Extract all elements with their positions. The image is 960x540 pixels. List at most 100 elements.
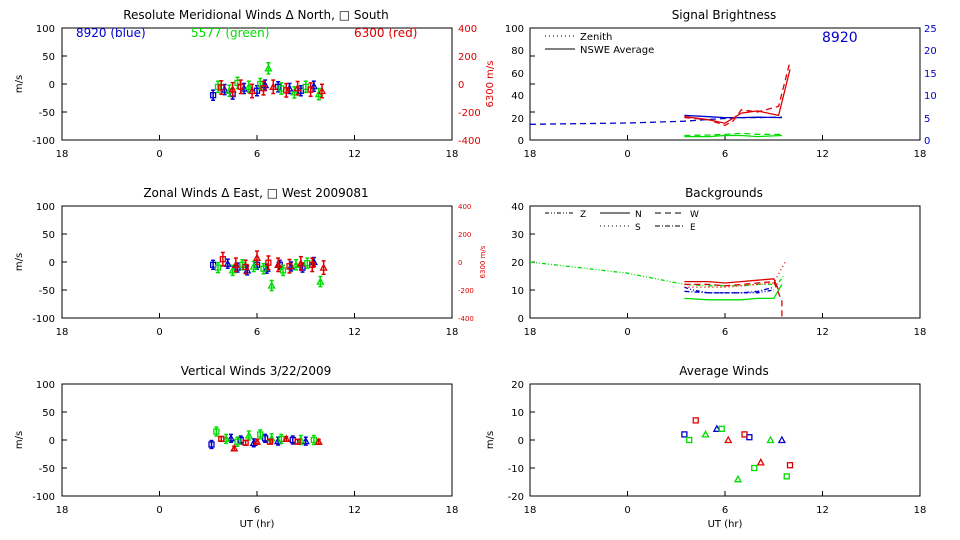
legend-w: W: [690, 210, 699, 220]
x-tick-label: 18: [524, 149, 537, 160]
series-line: [684, 69, 791, 124]
x-tick-label: 12: [816, 327, 829, 338]
right-y-tick-label: 5: [924, 114, 930, 125]
data-point-square: [213, 428, 220, 435]
right-y-tick-label: 0: [458, 259, 462, 267]
data-point-square: [209, 92, 217, 99]
data-point-square: [219, 256, 227, 263]
data-point-triangle: [269, 82, 278, 90]
data-point-triangle: [282, 434, 291, 443]
series-line: [529, 261, 785, 287]
data-point-triangle: [733, 474, 743, 483]
data-marks: [61, 27, 453, 141]
data-point-triangle: [252, 437, 262, 445]
y-tick-label: 20: [511, 258, 524, 269]
y-tick-label: 100: [36, 202, 55, 213]
data-point-triangle: [290, 88, 299, 96]
x-tick-label: 0: [624, 505, 630, 516]
x-tick-label: 0: [624, 327, 630, 338]
data-point-square: [265, 259, 272, 266]
data-point-square: [751, 464, 758, 472]
series-line: [684, 284, 783, 301]
y-tick-label: -50: [39, 108, 55, 119]
x-tick-label: 6: [722, 505, 728, 516]
y-tick-label: 0: [518, 136, 524, 147]
y-axis-label: m/s: [14, 75, 25, 93]
panel-title: Signal Brightness: [672, 8, 777, 22]
data-point-triangle: [274, 260, 283, 268]
data-point-square: [309, 261, 316, 268]
data-point-square: [681, 431, 688, 438]
y-tick-label: 40: [511, 202, 524, 213]
data-point-square: [214, 264, 222, 271]
x-tick-label: 18: [56, 327, 69, 338]
legend-average: NSWE Average: [580, 45, 654, 56]
y-tick-label: 10: [511, 286, 524, 297]
data-point-square: [237, 83, 244, 90]
right-y-tick-label: 10: [924, 91, 937, 102]
y-tick-label: -100: [32, 492, 55, 503]
x-tick-label: 6: [254, 149, 260, 160]
x-tick-label: 18: [914, 327, 927, 338]
y-tick-label: 10: [511, 408, 524, 419]
series-line: [529, 116, 782, 125]
y-tick-label: 30: [511, 230, 524, 241]
y-tick-label: -20: [508, 492, 524, 503]
y-tick-label: 20: [511, 380, 524, 391]
data-point-triangle: [222, 434, 231, 443]
y-tick-label: 0: [49, 436, 55, 447]
x-tick-label: 6: [722, 149, 728, 160]
average-winds-panel: Average Winds 20 10 0 -10 -20 m/s 18 0 6…: [485, 364, 926, 530]
panel-title: Zonal Winds Δ East, □ West 2009081: [143, 186, 368, 200]
data-point-square: [686, 436, 693, 444]
x-tick-label: 18: [446, 149, 459, 160]
plot-frame: [529, 205, 921, 319]
y-tick-label: 40: [511, 91, 524, 102]
x-tick-label: 18: [56, 505, 69, 516]
data-point-triangle: [309, 81, 318, 90]
y-tick-label: 50: [42, 52, 55, 63]
data-point-triangle: [267, 281, 276, 289]
label-8920: 8920: [822, 30, 858, 46]
legend-blue: 8920 (blue): [76, 26, 146, 40]
data-point-triangle: [252, 253, 262, 261]
data-point-triangle: [231, 260, 240, 268]
data-point-triangle: [223, 259, 232, 267]
y-tick-label: 20: [511, 114, 524, 125]
y-tick-label: 100: [36, 24, 55, 35]
data-point-triangle: [756, 458, 765, 466]
series-line: [684, 134, 782, 138]
data-marks: [529, 383, 921, 497]
data-point-square: [279, 267, 287, 274]
series-line: [684, 132, 782, 137]
x-tick-label: 0: [156, 505, 162, 516]
right-y-axis-label: 6300 m/s: [479, 245, 487, 278]
plot-frame: [61, 27, 453, 141]
series-line: [684, 280, 783, 318]
backgrounds-panel: Backgrounds 40 30 20 10 0 18 0 6 12 18 Z…: [511, 186, 926, 338]
data-point-square: [234, 438, 241, 445]
data-point-triangle: [228, 84, 237, 93]
legend-e: E: [690, 223, 696, 233]
data-point-triangle: [239, 84, 249, 92]
series-line: [684, 278, 780, 291]
right-y-axis-label: 6300 m/s: [485, 61, 496, 108]
panel-title: Vertical Winds 3/22/2009: [181, 364, 332, 378]
x-tick-label: 12: [348, 505, 361, 516]
data-point-square: [208, 441, 215, 448]
data-point-square: [286, 263, 293, 270]
data-point-triangle: [226, 433, 236, 442]
data-point-square: [294, 438, 301, 445]
x-tick-label: 18: [446, 505, 459, 516]
panel-title: Resolute Meridional Winds Δ North, □ Sou…: [123, 8, 389, 22]
x-tick-label: 18: [914, 149, 927, 160]
x-tick-label: 18: [56, 149, 69, 160]
right-y-tick-label: 200: [458, 231, 471, 239]
data-point-triangle: [296, 259, 305, 267]
y-tick-label: -100: [32, 136, 55, 147]
zonal-winds-panel: Zonal Winds Δ East, □ West 2009081 100 5…: [14, 186, 487, 338]
right-y-tick-label: -400: [458, 136, 481, 147]
panel-title: Average Winds: [679, 364, 769, 378]
data-point-triangle: [316, 277, 325, 285]
